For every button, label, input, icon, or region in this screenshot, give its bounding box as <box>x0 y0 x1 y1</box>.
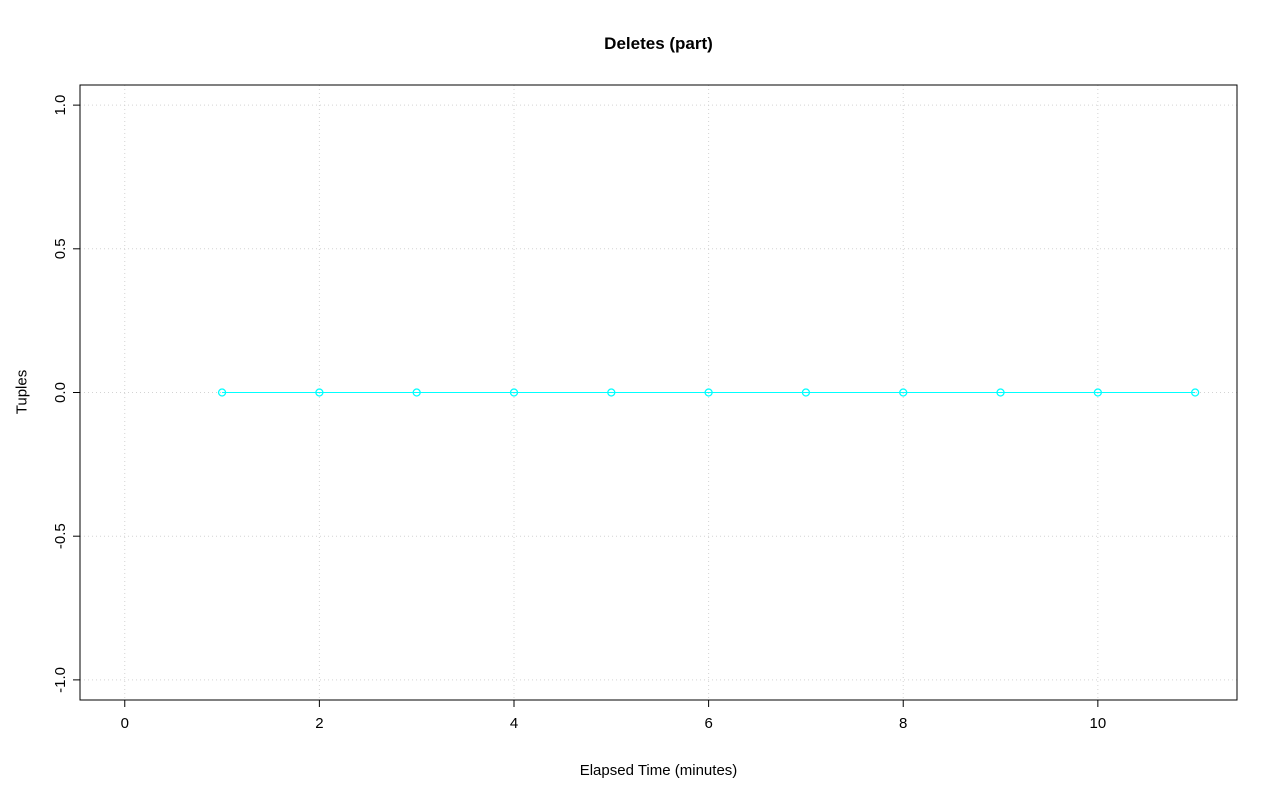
data-point <box>217 388 227 397</box>
data-point <box>1093 388 1102 397</box>
data-point <box>704 388 713 397</box>
data-point <box>607 388 616 397</box>
data-point <box>412 388 421 397</box>
x-tick-label: 2 <box>315 715 323 732</box>
x-tick-label: 8 <box>899 715 907 732</box>
data-point <box>1191 388 1200 397</box>
x-tick-label: 10 <box>1090 715 1107 732</box>
chart-title: Deletes (part) <box>604 34 713 53</box>
data-point <box>801 388 811 397</box>
y-tick-label: 0.0 <box>52 382 69 403</box>
x-tick-label: 0 <box>121 715 129 732</box>
data-point <box>899 388 908 397</box>
x-axis-label: Elapsed Time (minutes) <box>579 762 738 779</box>
y-tick-label: 1.0 <box>52 95 69 116</box>
y-tick-label: -0.5 <box>52 523 69 549</box>
data-point <box>509 388 519 397</box>
y-tick-label: 0.5 <box>52 238 69 259</box>
x-tick-label: 6 <box>704 715 712 732</box>
data-point <box>996 388 1005 397</box>
x-tick-label: 4 <box>510 715 518 732</box>
y-tick-label: -1.0 <box>52 667 69 693</box>
data-point <box>315 388 324 397</box>
